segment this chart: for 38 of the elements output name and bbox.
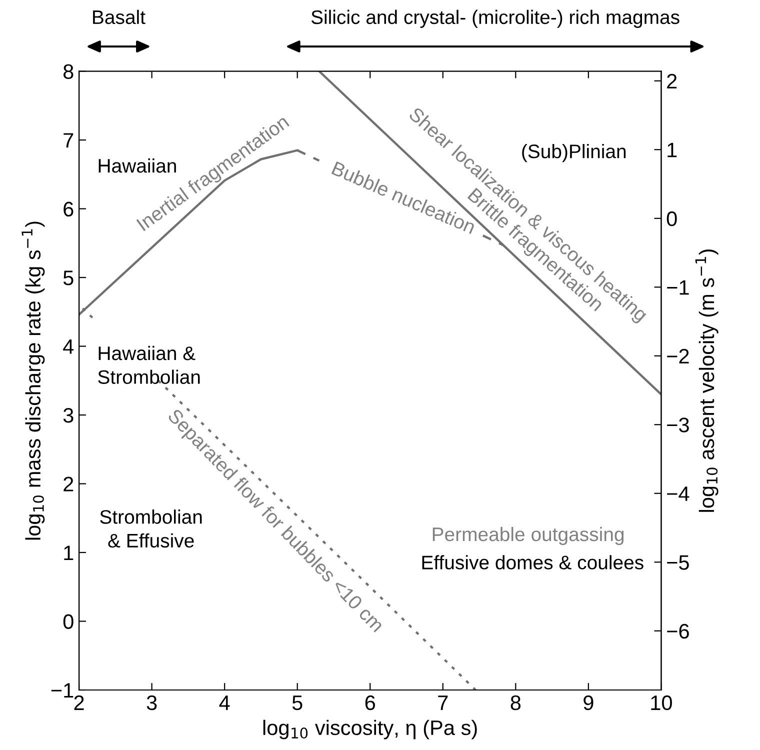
y-tick-label: 4: [63, 339, 74, 354]
annotation: Hawaiian & Strombolian: [98, 346, 200, 384]
y2-tick-label: −2: [667, 348, 689, 364]
x-tick-label: 4: [219, 696, 230, 710]
x-tick-label: 8: [510, 695, 521, 710]
annotation: Strombolian & Effusive: [100, 510, 202, 548]
text: Silicic and crystal- (microlite-) rich magmas: [311, 10, 680, 28]
y2-tick-label: −5: [667, 555, 689, 570]
annotation: Permeable outgassing: [432, 526, 624, 546]
y2-tick-label: −1: [667, 280, 689, 295]
y-tick-label: 3: [63, 408, 74, 423]
x-tick-label: 2: [74, 695, 84, 710]
y-tick-label: 1: [64, 546, 74, 560]
y2-axis-title: log$_{10}$ ascent velocity (m s$^{−1}$): [695, 249, 718, 512]
y-tick-label: 6: [64, 202, 74, 217]
y-tick-label: 0: [63, 614, 74, 630]
y2-tick-label: −4: [667, 486, 690, 501]
annotation: Hawaiian: [98, 158, 176, 173]
y2-tick-label: 0: [666, 211, 677, 226]
y-tick-label: −1: [51, 683, 74, 698]
y-tick-label: 5: [63, 270, 74, 286]
y-tick-label: 7: [64, 133, 74, 148]
y-axis-title: log$_{10}$ mass discharge rate (kg s$^{−1}$): [22, 222, 45, 540]
y2-tick-label: 2: [667, 74, 677, 88]
y2-tick-label: 1: [668, 142, 677, 158]
x-tick-label: 7: [438, 696, 448, 710]
x-tick-label: 10: [651, 695, 672, 710]
y-tick-label: 8: [64, 64, 74, 80]
x-tick-label: 9: [584, 695, 594, 710]
y2-tick-label: −3: [667, 418, 689, 432]
y-tick-label: 2: [64, 476, 74, 492]
x-axis-title: log$_{10}$ viscosity, η (Pa s): [263, 720, 477, 740]
text: Basalt: [93, 10, 146, 24]
x-tick-label: 5: [292, 696, 302, 710]
x-tick-label: 3: [146, 695, 157, 710]
annotation: Effusive domes & coulees: [422, 555, 644, 570]
y2-tick-label: −6: [667, 624, 689, 639]
x-tick-label: 6: [365, 695, 375, 710]
